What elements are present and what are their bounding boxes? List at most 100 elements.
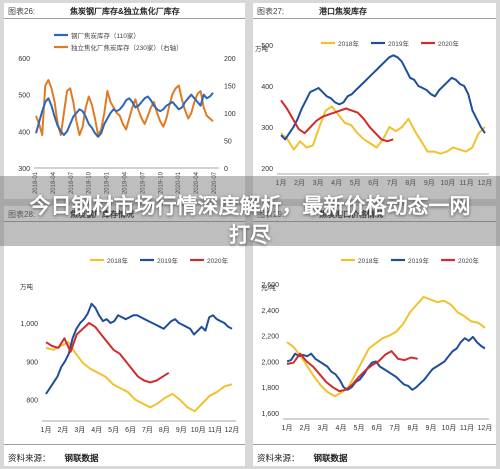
chart-title: 焦炭钢厂库存情况	[70, 210, 134, 219]
x-tick-label: 1月	[282, 424, 293, 432]
y-tick-label: 1,600	[261, 411, 279, 418]
series-line-steel-mill	[35, 92, 214, 138]
chart-svg: 元/吨 2018年 2019年 2020年 2,600 2,400 2,200 2,000 1,…	[261, 256, 492, 432]
series-line-2	[280, 54, 486, 141]
series-line-1	[45, 341, 233, 413]
figure-label: 图表27:	[257, 7, 285, 16]
title-divider	[253, 221, 496, 222]
x-tick-label: 10月	[441, 179, 456, 187]
y-right-tick-label: 50	[224, 139, 232, 146]
x-tick-label: 2020-01	[176, 171, 182, 194]
series-line-2	[45, 302, 233, 395]
y-tick-label: 200	[261, 166, 273, 173]
x-tick-label: 10月	[191, 426, 206, 434]
x-tick-label: 2019-10	[158, 171, 164, 194]
chart-title: 港口焦炭库存	[319, 7, 367, 16]
source-name: 钢联数据	[64, 453, 99, 463]
headline-banner	[0, 176, 500, 246]
x-tick-label: 5月	[108, 426, 119, 434]
y-tick-label: 2,200	[261, 334, 279, 341]
x-tick-label: 2018-01	[33, 171, 39, 194]
x-tick-label: 1月	[41, 426, 52, 434]
figure-label: 图表26:	[8, 7, 36, 16]
y-unit-label: 元/吨	[261, 283, 276, 292]
source-name: 钢联数据	[313, 453, 348, 463]
title-divider	[4, 18, 245, 19]
x-tick-label: 6月	[368, 179, 379, 187]
x-tick-label: 5月	[350, 179, 361, 187]
x-tick-label: 4月	[336, 424, 347, 432]
y-tick-label: 2,400	[261, 308, 279, 315]
legend-label: 2018年	[338, 39, 359, 48]
y-tick-label: 2,000	[261, 359, 279, 366]
series-line-2	[286, 335, 486, 391]
x-tick-label: 7月	[390, 424, 401, 432]
x-tick-label: 2020-04	[194, 171, 200, 194]
y-right-tick-label: 200	[224, 56, 236, 63]
figure-label: 图表28:	[8, 210, 36, 219]
y-unit-label: 万吨	[255, 44, 269, 53]
source-note: 资料来源： 钢联数据	[8, 452, 99, 464]
y-unit-label: 万吨	[20, 282, 34, 291]
y-tick-label: 500	[261, 43, 273, 50]
x-tick-label: 6月	[125, 426, 136, 434]
series-line-3	[45, 322, 170, 384]
y-tick-label: 400	[261, 84, 273, 91]
x-tick-label: 12月	[225, 426, 240, 434]
x-tick-label: 8月	[405, 179, 416, 187]
series-line-1	[280, 105, 486, 155]
series-line-1	[286, 295, 486, 398]
legend-label: 2019年	[388, 39, 409, 48]
title-divider	[4, 221, 245, 222]
legend-label: 2020年	[458, 256, 479, 265]
x-tick-label: 2020-07	[212, 171, 218, 194]
x-tick-label: 5月	[354, 424, 365, 432]
legend-label: 2019年	[408, 256, 429, 265]
legend-label: 2019年	[157, 256, 178, 265]
x-tick-label: 9月	[426, 424, 437, 432]
chart-title: 焦炭钢厂库存&独立焦化厂库存	[70, 7, 180, 16]
series-line-3	[280, 99, 394, 143]
x-tick-label: 10月	[442, 424, 457, 432]
x-tick-label: 3月	[313, 179, 324, 187]
x-tick-label: 7月	[142, 426, 153, 434]
x-tick-label: 9月	[176, 426, 187, 434]
legend-label: 2018年	[358, 256, 379, 265]
y-tick-label: 1,000	[20, 321, 38, 328]
legend-label: 独立焦化厂焦炭库存（230家）（右轴）	[71, 43, 183, 52]
figure-label: 图表29:	[257, 210, 285, 219]
headline: 今日钢材市场行情深度解析，最新价格动态一网打尽	[29, 194, 471, 247]
x-tick-label: 4月	[331, 179, 342, 187]
x-tick-label: 12月	[478, 179, 493, 187]
x-tick-label: 8月	[408, 424, 419, 432]
legend-label: 2020年	[438, 39, 459, 48]
x-tick-label: 3月	[318, 424, 329, 432]
y-right-tick-label: 100	[224, 111, 236, 118]
series-line-3	[286, 350, 418, 393]
x-tick-label: 6月	[372, 424, 383, 432]
title-divider	[253, 18, 496, 19]
source-divider	[253, 444, 496, 445]
x-tick-label: 2019-07	[140, 171, 146, 194]
source-note: 资料来源： 钢联数据	[257, 452, 348, 464]
x-tick-label: 2月	[294, 179, 305, 187]
y-tick-label: 2,600	[261, 282, 279, 289]
y-tick-label: 500	[18, 93, 30, 100]
x-tick-label: 9月	[424, 179, 435, 187]
x-tick-label: 2019-04	[123, 171, 129, 194]
y-tick-label: 300	[18, 166, 30, 173]
x-tick-label: 4月	[91, 426, 102, 434]
legend-label: 钢厂焦炭库存（110家）	[71, 31, 140, 40]
y-tick-label: 300	[261, 125, 273, 132]
y-right-tick-label: 150	[224, 84, 236, 91]
x-tick-label: 8月	[159, 426, 170, 434]
x-tick-label: 11月	[460, 424, 474, 432]
y-right-tick-label: 0	[224, 166, 228, 173]
series-line-independent	[35, 79, 214, 136]
y-tick-label: 1,800	[261, 385, 279, 392]
x-tick-label: 2018-04	[51, 171, 57, 194]
chart-panel-4: 图表29: 焦炭港口价格情况 元/吨 2018年 2019年 2020年 2,600 2,…	[253, 206, 496, 466]
legend-label: 2018年	[107, 256, 128, 265]
y-tick-label: 800	[26, 398, 38, 405]
